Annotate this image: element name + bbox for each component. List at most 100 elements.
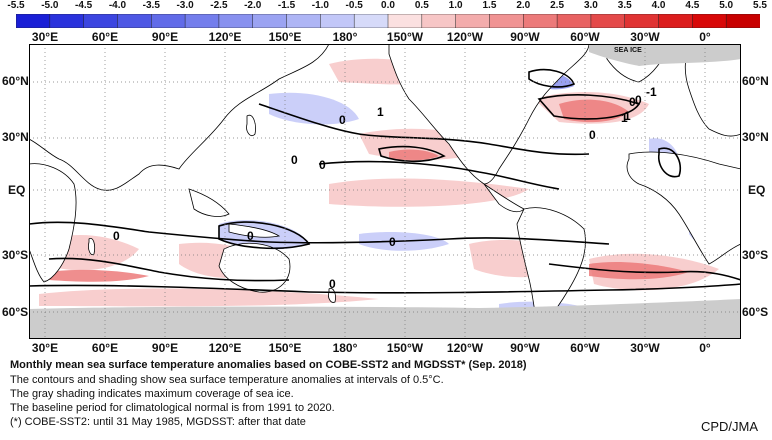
colorbar-label: -5.5 — [7, 0, 25, 11]
caption-line-2: The gray shading indicates maximum cover… — [10, 388, 294, 400]
colorbar-swatch — [556, 14, 592, 28]
contour-value-labels: 0 0 0 0 1 1 0 -1 0 1 0 0 0 0 — [113, 85, 657, 291]
colorbar-swatch — [16, 14, 51, 28]
colorbar-label: 4.5 — [685, 0, 700, 11]
colorbar-swatch — [455, 14, 491, 28]
credit-label: CPD/JMA — [700, 419, 758, 434]
colorbar-swatch — [421, 14, 457, 28]
colorbar-swatch — [489, 14, 525, 28]
sst-anomaly-map: 0 0 0 0 1 1 0 -1 0 1 0 0 0 0 — [29, 44, 741, 339]
lat-label: 30°S — [742, 248, 769, 262]
lat-label: 30°S — [2, 248, 29, 262]
lat-label: 60°N — [2, 74, 29, 88]
lon-label: 90°E — [151, 30, 179, 44]
colorbar-label: 0.5 — [414, 0, 429, 11]
contour-label: -1 — [646, 85, 657, 99]
colorbar-swatch — [658, 14, 694, 28]
contour-label: 0 — [635, 93, 642, 107]
colorbar-swatches — [16, 14, 760, 28]
colorbar-label: -3.0 — [176, 0, 194, 11]
lon-label: 120°W — [446, 30, 484, 44]
colorbar-label: -4.0 — [108, 0, 127, 11]
contour-label: 0 — [339, 113, 346, 127]
colorbar-label: -2.0 — [244, 0, 262, 11]
lon-label: 150°E — [268, 30, 302, 44]
colorbar-label: 3.0 — [583, 0, 598, 11]
colorbar-label: 1.0 — [448, 0, 463, 11]
colorbar-label: 3.5 — [617, 0, 632, 11]
colorbar-swatch — [692, 14, 727, 28]
sea-ice-label: SEA ICE — [614, 47, 642, 54]
lat-label: 60°S — [742, 305, 769, 319]
colorbar-label: 2.0 — [516, 0, 531, 11]
colorbar-swatch — [286, 14, 322, 28]
colorbar-swatch — [320, 14, 355, 28]
lon-label: 150°W — [386, 341, 424, 355]
lon-label: 90°W — [510, 30, 540, 44]
colorbar-swatch — [83, 14, 119, 28]
sea-ice-arctic — [589, 44, 741, 66]
contour-label: 1 — [621, 111, 628, 125]
lat-label: 60°N — [742, 74, 769, 88]
contour-lines — [29, 68, 741, 294]
colorbar-swatch — [117, 14, 153, 28]
colorbar-label: 4.0 — [651, 0, 666, 11]
map-frame — [29, 44, 741, 339]
lat-label: 60°S — [2, 305, 29, 319]
caption-line-4: (*) COBE-SST2: until 31 May 1985, MGDSST… — [10, 416, 306, 428]
lon-label: 60°E — [91, 341, 119, 355]
lon-label: 180° — [332, 341, 358, 355]
lat-label: EQ — [748, 183, 766, 197]
colorbar-swatch — [590, 14, 626, 28]
contour-label: 0 — [291, 153, 298, 167]
colorbar-label: -4.5 — [75, 0, 93, 11]
colorbar-label: -2.5 — [210, 0, 228, 11]
lon-label: 30°E — [31, 30, 59, 44]
colorbar-label: -5.0 — [41, 0, 59, 11]
colorbar-swatch — [151, 14, 186, 28]
colorbar-swatch — [387, 14, 423, 28]
contour-label: 0 — [113, 229, 120, 243]
contour-label: 0 — [389, 235, 396, 249]
colorbar-label: 0.0 — [381, 0, 395, 11]
lon-label: 120°E — [208, 341, 242, 355]
lon-label: 90°W — [510, 341, 540, 355]
colorbar-swatch — [624, 14, 660, 28]
lat-label: EQ — [8, 183, 26, 197]
lon-label: 0° — [699, 30, 711, 44]
caption-line-1: The contours and shading show sea surfac… — [10, 374, 444, 386]
lon-label: 60°W — [570, 30, 600, 44]
lon-label: 150°E — [268, 341, 302, 355]
lon-label: 120°W — [446, 341, 484, 355]
colorbar-label: -0.5 — [345, 0, 363, 11]
graticule — [29, 44, 741, 339]
lat-label: 30°N — [2, 130, 29, 144]
caption-title: Monthly mean sea surface temperature ano… — [10, 359, 527, 371]
lon-label: 150°W — [386, 30, 424, 44]
lon-label: 30°E — [31, 341, 59, 355]
lon-label: 30°W — [630, 30, 660, 44]
contour-label: 0 — [589, 128, 596, 142]
colorbar-swatch — [184, 14, 220, 28]
lon-label: 60°W — [570, 341, 600, 355]
colorbar-label: -3.5 — [142, 0, 160, 11]
colorbar-swatch — [353, 14, 389, 28]
contour-label: 0 — [247, 229, 254, 243]
colorbar-label: 5.5 — [753, 0, 767, 11]
colorbar-swatch — [725, 14, 760, 28]
contour-label: 0 — [319, 158, 326, 172]
contour-label: 0 — [629, 95, 636, 109]
colorbar-label: 5.0 — [719, 0, 734, 11]
contour-label: 1 — [624, 109, 631, 123]
colorbar-swatch — [523, 14, 558, 28]
colorbar-label: 2.5 — [550, 0, 565, 11]
colorbar-swatch — [49, 14, 85, 28]
contour-label: 0 — [329, 277, 336, 291]
lon-label: 120°E — [208, 30, 242, 44]
colorbar-label: 1.5 — [482, 0, 497, 11]
caption-line-3: The baseline period for climatological n… — [10, 402, 335, 414]
lat-label: 30°N — [742, 130, 769, 144]
lon-label: 90°E — [151, 341, 179, 355]
lon-label: 180° — [332, 30, 358, 44]
colorbar-label: -1.5 — [277, 0, 296, 11]
